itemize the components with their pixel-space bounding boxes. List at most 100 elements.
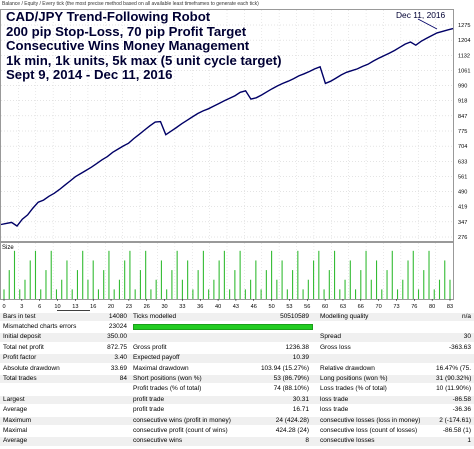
report-row: Total net profit 872.75 Gross profit 1236.3… (0, 344, 474, 353)
y-tick-label: 1061 (458, 68, 470, 74)
report-value: 424.28 (24) (275, 426, 309, 434)
report-label: Spread (320, 333, 341, 341)
y-tick-label: 918 (458, 99, 467, 105)
report-label: Maximal drawdown (133, 364, 189, 372)
report-label: loss trade (320, 395, 349, 403)
annotation-line: CAD/JPY Trend-Following Robot (6, 9, 211, 24)
x-tick-label: 46 (251, 304, 257, 310)
report-value: 8 (305, 437, 309, 445)
report-value: 350.00 (107, 333, 127, 341)
x-tick-label: 40 (215, 304, 221, 310)
report-value: 2 (-174.61) (439, 416, 471, 424)
report-label: Largest (3, 395, 25, 403)
report-row: Maximum consecutive wins (profit in money… (0, 416, 474, 426)
size-label: Size (2, 245, 14, 251)
x-tick-label: 73 (393, 304, 399, 310)
report-label: Total trades (3, 374, 37, 382)
x-tick-label: 83 (447, 304, 453, 310)
x-tick-label: 26 (144, 304, 150, 310)
report-label: consecutive losses (320, 437, 375, 445)
report-label: Maximum (3, 416, 32, 424)
report-value: -363.63 (448, 343, 471, 351)
report-label: Profit factor (3, 354, 37, 362)
report-label: Absolute drawdown (3, 364, 60, 372)
report-value: 1 (467, 437, 471, 445)
report-value: 872.75 (107, 343, 127, 351)
balance-chart: 1275 1204 1132 1061 990 918 847 775 704 633 561 490… (0, 9, 474, 242)
y-tick-label: 847 (458, 114, 467, 120)
lot-size-chart: Size 0 3 6 10 13 16 20 23 26 30 33 36 40 43 46 50 53 56 60… (0, 242, 474, 312)
report-row: Bars in test 14080 Ticks modelled 50510589 M… (0, 312, 474, 322)
x-tick-label: 0 (2, 304, 5, 310)
report-value: 53 (86.79%) (273, 374, 309, 382)
report-value: 24 (424.28) (275, 416, 309, 424)
report-value: -36.36 (452, 406, 471, 414)
annotation-line: 200 pip Stop-Loss, 70 pip Profit Target (6, 23, 247, 39)
x-tick-label: 53 (286, 304, 292, 310)
report-label: Long positions (won %) (320, 374, 388, 382)
report-value: 74 (88.10%) (273, 385, 309, 393)
y-tick-label: 704 (458, 144, 467, 150)
chart-header-bar: Balance / Equity / Every tick (the most … (0, 0, 474, 9)
x-tick-label: 30 (161, 304, 167, 310)
report-label: Expected payoff (133, 354, 180, 362)
report-value: 3.40 (114, 354, 127, 362)
report-value: 10 (11.90%) (436, 385, 471, 393)
report-label: consecutive profit (count of wins) (133, 426, 228, 434)
x-tick-label: 3 (20, 304, 23, 310)
report-value: -86.58 (1) (442, 426, 471, 434)
report-row: Absolute drawdown 33.69 Maximal drawdown 10… (0, 365, 474, 374)
x-tick-label: 60 (322, 304, 328, 310)
x-tick-label: 63 (340, 304, 346, 310)
report-label: consecutive wins (profit in money) (133, 416, 231, 424)
report-row: Total trades 84 Short positions (won %) 53 … (0, 374, 474, 384)
volume-bars (3, 250, 451, 299)
report-label: Ticks modelled (133, 312, 177, 320)
report-value: 31 (90.32%) (436, 374, 471, 382)
x-tick-label: 33 (179, 304, 185, 310)
report-label: Relative drawdown (320, 364, 375, 372)
report-value: 30 (463, 333, 471, 341)
report-label: Loss trades (% of total) (320, 385, 387, 393)
x-tick-label: 36 (197, 304, 203, 310)
report-label: Profit trades (% of total) (133, 385, 202, 393)
chart-annotation: CAD/JPY Trend-Following Robot 200 pip St… (6, 9, 282, 83)
x-tick-label: 16 (90, 304, 96, 310)
report-value: 30.31 (292, 395, 309, 403)
report-value: 103.94 (15.27%) (260, 364, 309, 372)
y-tick-label: 490 (458, 190, 467, 196)
y-tick-label: 990 (458, 84, 467, 90)
y-tick-label: 633 (458, 159, 467, 165)
y-tick-label: 1275 (458, 23, 470, 29)
annotation-line: Consecutive Wins Money Management (6, 38, 250, 54)
y-tick-label: 347 (458, 220, 467, 226)
report-value: 1236.38 (285, 343, 310, 351)
report-label: consecutive wins (133, 437, 183, 445)
x-tick-label: 23 (126, 304, 132, 310)
x-tick-label: 56 (304, 304, 310, 310)
x-tick-label: 43 (233, 304, 239, 310)
x-tick-label: 10 (54, 304, 60, 310)
y-tick-label: 1204 (458, 38, 470, 44)
x-tick-label: 13 (72, 304, 78, 310)
report-label: Bars in test (3, 312, 36, 320)
report-value: 33.69 (110, 364, 127, 372)
modelling-quality-bar (133, 323, 313, 331)
x-tick-label: 80 (429, 304, 435, 310)
y-tick-label: 775 (458, 129, 467, 135)
report-label: profit trade (133, 395, 165, 403)
y-tick-label: 419 (458, 205, 467, 211)
report-row: Mismatched charts errors 23024 (0, 323, 474, 332)
report-value: 16.71 (292, 406, 309, 414)
report-label: Gross loss (320, 343, 351, 351)
balance-line (0, 27, 454, 227)
x-tick-label: 6 (38, 304, 41, 310)
strategy-report: Bars in test 14080 Ticks modelled 50510589 M… (0, 312, 474, 449)
report-value: 16.47% (75.28) (436, 364, 471, 372)
report-value: 84 (119, 374, 127, 382)
report-label: Mismatched charts errors (3, 322, 77, 330)
report-label: consecutive loss (count of losses) (320, 426, 418, 434)
report-value: 23024 (108, 322, 127, 330)
report-value: n/a (461, 312, 471, 320)
y-tick-label: 561 (458, 174, 467, 180)
